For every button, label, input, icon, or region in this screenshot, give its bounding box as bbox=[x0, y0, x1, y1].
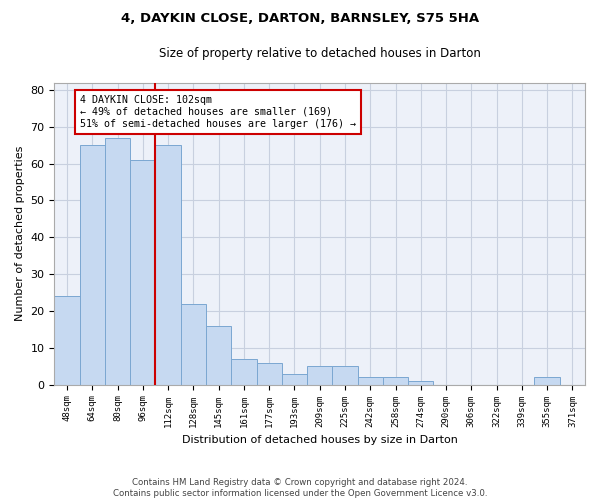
Bar bbox=[80, 145, 105, 384]
Bar bbox=[155, 145, 181, 384]
Text: 4, DAYKIN CLOSE, DARTON, BARNSLEY, S75 5HA: 4, DAYKIN CLOSE, DARTON, BARNSLEY, S75 5… bbox=[121, 12, 479, 26]
Bar bbox=[358, 378, 383, 384]
Bar bbox=[206, 326, 231, 384]
X-axis label: Distribution of detached houses by size in Darton: Distribution of detached houses by size … bbox=[182, 435, 458, 445]
Y-axis label: Number of detached properties: Number of detached properties bbox=[15, 146, 25, 322]
Bar bbox=[307, 366, 332, 384]
Bar bbox=[181, 304, 206, 384]
Bar bbox=[231, 359, 257, 384]
Bar bbox=[408, 381, 433, 384]
Bar bbox=[105, 138, 130, 384]
Bar bbox=[282, 374, 307, 384]
Title: Size of property relative to detached houses in Darton: Size of property relative to detached ho… bbox=[159, 48, 481, 60]
Bar bbox=[383, 378, 408, 384]
Bar bbox=[535, 378, 560, 384]
Bar bbox=[130, 160, 155, 384]
Bar bbox=[332, 366, 358, 384]
Text: Contains HM Land Registry data © Crown copyright and database right 2024.
Contai: Contains HM Land Registry data © Crown c… bbox=[113, 478, 487, 498]
Text: 4 DAYKIN CLOSE: 102sqm
← 49% of detached houses are smaller (169)
51% of semi-de: 4 DAYKIN CLOSE: 102sqm ← 49% of detached… bbox=[80, 96, 356, 128]
Bar bbox=[55, 296, 80, 384]
Bar bbox=[257, 362, 282, 384]
